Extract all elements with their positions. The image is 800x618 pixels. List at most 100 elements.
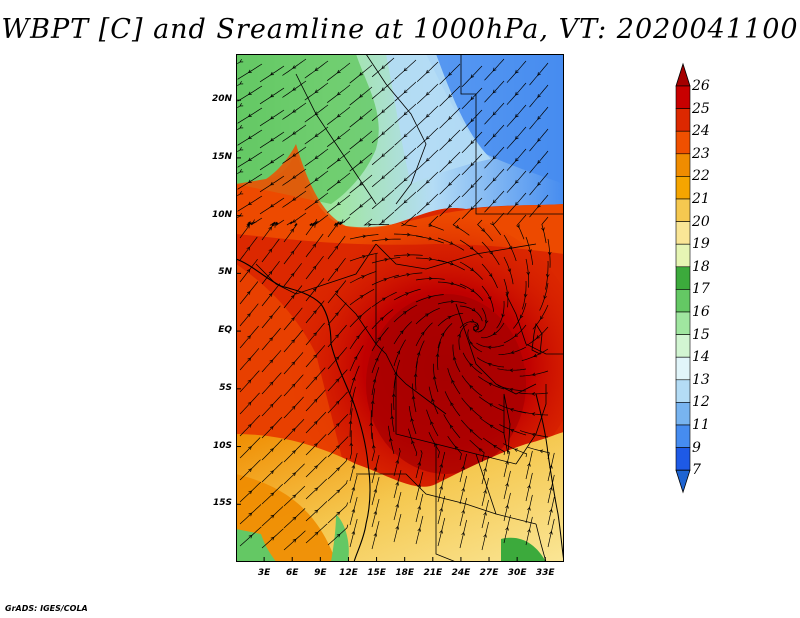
lat-label-15s: 15S	[212, 498, 232, 509]
streamline	[394, 169, 417, 190]
streamline-arrow	[239, 81, 244, 85]
streamline-arrow	[247, 113, 252, 117]
streamline-arrow	[514, 333, 519, 337]
streamline	[545, 260, 549, 290]
streamline	[261, 439, 283, 461]
streamline	[371, 257, 401, 264]
streamline	[393, 492, 402, 521]
streamline-arrow	[248, 446, 252, 450]
colorbar-segment	[675, 198, 691, 222]
streamline-arrow	[349, 442, 354, 447]
streamline	[327, 221, 340, 238]
streamline-arrow	[481, 228, 486, 232]
streamline-arrow	[248, 534, 253, 539]
streamline-arrow	[428, 276, 433, 281]
streamline-arrow	[246, 268, 251, 273]
streamline-arrow	[270, 492, 275, 497]
streamline-arrow	[461, 465, 465, 470]
streamline	[261, 260, 280, 285]
streamline-arrow	[336, 135, 341, 140]
colorbar-label: 7	[692, 462, 701, 479]
streamline	[484, 58, 505, 81]
lat-label-eq: EQ	[218, 325, 232, 336]
lon-label-18e: 18E	[395, 568, 415, 578]
streamline-arrow	[505, 526, 509, 531]
streamline-arrow	[483, 511, 487, 516]
streamline-arrow	[292, 450, 296, 454]
streamline	[327, 480, 348, 502]
streamline	[305, 322, 325, 346]
streamline	[305, 278, 325, 302]
streamline	[439, 85, 461, 107]
streamline-arrow	[469, 406, 474, 411]
field-atlantic-west	[236, 264, 346, 484]
streamline	[484, 146, 505, 169]
streamline	[349, 307, 372, 328]
streamline	[371, 521, 380, 550]
streamline-arrow	[359, 160, 363, 164]
streamline	[499, 424, 527, 436]
colorbar-segment	[675, 85, 691, 109]
streamline-arrow	[457, 333, 461, 338]
streamline	[503, 450, 511, 478]
streamline-arrow	[425, 157, 430, 162]
streamline	[371, 57, 395, 78]
streamline	[349, 497, 358, 526]
streamline	[506, 104, 527, 127]
streamline-arrow	[292, 197, 297, 201]
streamline-arrow	[406, 232, 411, 237]
streamline-arrow	[425, 313, 430, 317]
streamline	[447, 436, 462, 461]
west-coastline	[236, 258, 371, 562]
wbpt-map	[236, 54, 564, 562]
streamline	[388, 425, 395, 455]
streamline	[261, 305, 281, 329]
streamline	[326, 106, 351, 125]
streamline-arrow	[452, 356, 457, 361]
lat-label-5s: 5S	[219, 382, 232, 393]
streamline-arrow	[492, 199, 497, 204]
streamline-arrow	[371, 444, 376, 449]
colorbar	[675, 62, 691, 494]
streamline-arrow	[336, 489, 341, 494]
streamline-arrow	[373, 532, 378, 537]
streamline-arrow	[335, 422, 340, 427]
streamline	[459, 453, 468, 483]
colorbar-label: 14	[692, 349, 710, 366]
streamline	[547, 518, 555, 548]
streamline-arrow	[381, 153, 386, 157]
streamline-arrow	[470, 96, 475, 101]
streamline	[349, 130, 373, 150]
streamline	[282, 168, 307, 186]
streamline	[237, 173, 263, 190]
streamline-arrow	[537, 204, 541, 208]
colorbar-bottom-arrow	[675, 469, 691, 494]
streamline	[239, 370, 260, 393]
streamline-arrow	[369, 422, 374, 426]
streamline-arrow	[470, 206, 475, 211]
streamline-arrow	[336, 69, 341, 74]
streamline	[484, 102, 505, 125]
streamline	[461, 175, 483, 198]
streamline-arrow	[334, 267, 339, 272]
streamline	[305, 411, 327, 434]
streamline	[371, 366, 380, 396]
streamline-arrow	[425, 201, 430, 206]
streamline-arrow	[510, 429, 515, 433]
colorbar-segment	[675, 447, 691, 471]
streamline-arrow	[336, 113, 341, 118]
streamline-arrow	[470, 162, 475, 167]
streamline	[539, 282, 549, 311]
streamline-arrow	[291, 405, 296, 410]
streamline	[459, 305, 483, 322]
streamline	[327, 235, 346, 260]
lon-label-30e: 30E	[507, 568, 527, 578]
streamline-arrow	[461, 487, 465, 492]
lat-label-10n: 10N	[211, 209, 232, 220]
streamline-arrow	[384, 237, 389, 242]
streamline-arrow	[470, 74, 475, 79]
streamline-arrow	[336, 511, 341, 516]
streamline-arrow	[291, 361, 296, 366]
streamline	[305, 233, 324, 258]
streamline	[529, 172, 549, 196]
